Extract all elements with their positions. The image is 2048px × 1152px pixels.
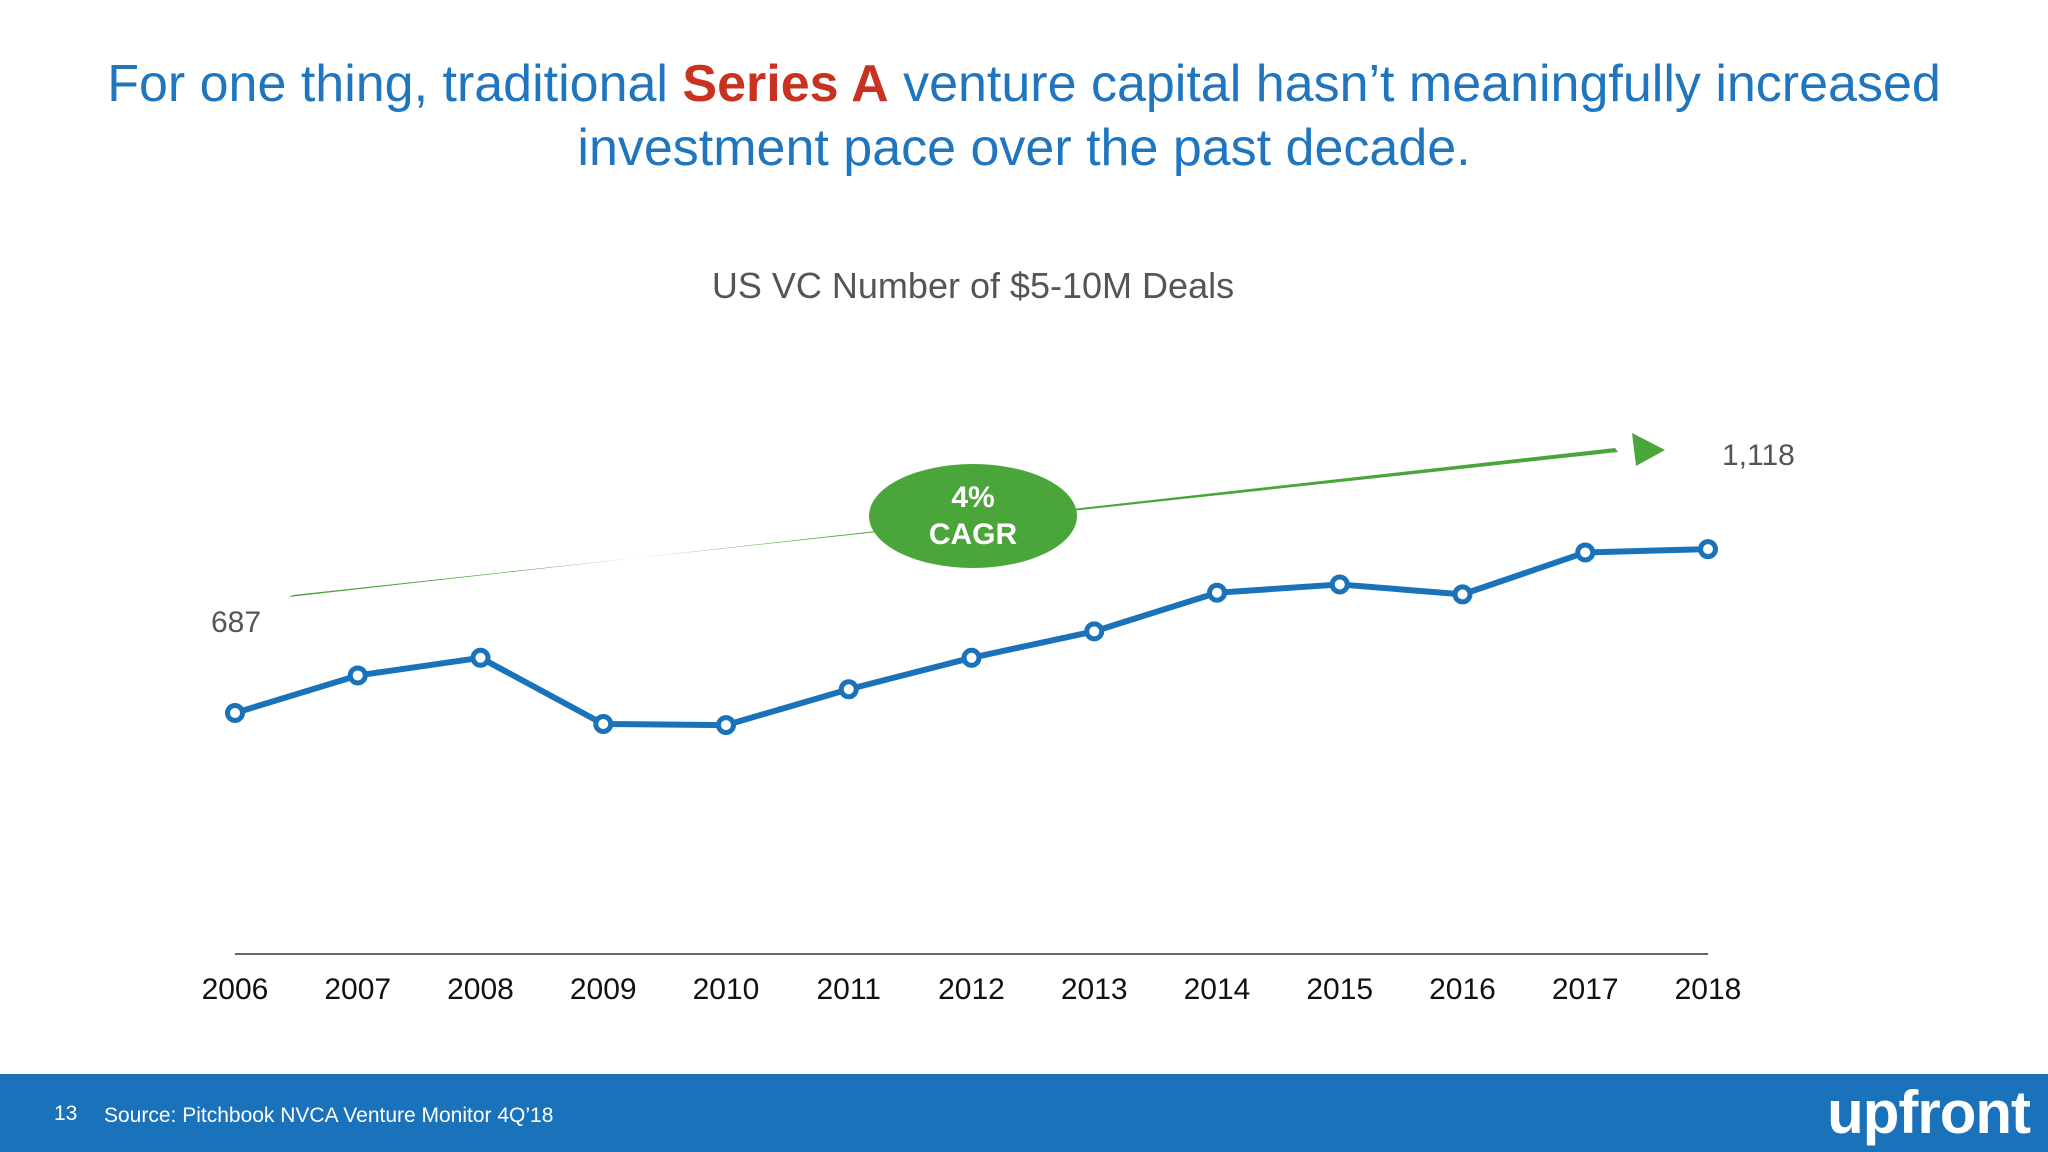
data-point-2008	[470, 647, 491, 668]
x-tick-label-2018: 2018	[1675, 973, 1742, 1006]
x-tick-label-2014: 2014	[1184, 973, 1251, 1006]
series-group	[232, 546, 1711, 729]
headline: For one thing, traditional Series A vent…	[40, 52, 2008, 180]
data-point-2007	[347, 665, 368, 686]
data-point-2006	[225, 702, 245, 723]
cagr-bubble	[869, 464, 1077, 568]
x-tick-label-2008: 2008	[447, 973, 514, 1006]
data-label-2006: 687	[211, 606, 261, 639]
x-tick-label-2012: 2012	[938, 973, 1005, 1006]
source-note: Source: Pitchbook NVCA Venture Monitor 4…	[104, 1104, 554, 1127]
x-tick-label-2016: 2016	[1429, 973, 1496, 1006]
x-tick-label-2010: 2010	[693, 973, 760, 1006]
chart-title: US VC Number of $5-10M Deals	[711, 265, 1235, 306]
data-point-2015	[1329, 574, 1350, 595]
data-point-2013	[1084, 621, 1105, 642]
page-number: 13	[54, 1102, 78, 1125]
x-tick-label-2011: 2011	[816, 973, 881, 1006]
x-tick-label-2013: 2013	[1061, 973, 1128, 1006]
data-point-2017	[1575, 542, 1596, 563]
x-axis: 2006 2007 2008 2009 2010 2011 2012 2013 2014 2015…	[202, 953, 1742, 1006]
x-tick-label-2017: 2017	[1552, 973, 1619, 1006]
upfront-logo: upfront	[1827, 1079, 2031, 1146]
headline-part1: For one thing, traditional	[107, 55, 683, 113]
data-point-2011	[838, 679, 859, 700]
data-point-2016	[1452, 584, 1473, 605]
data-point-2018	[1698, 539, 1718, 560]
headline-highlight: Series A	[682, 55, 889, 113]
headline-part2: venture capital hasn’t meaningfully incr…	[577, 55, 1941, 177]
trend-arrowhead	[1632, 433, 1665, 466]
data-point-2009	[593, 713, 614, 734]
x-tick-label-2015: 2015	[1306, 973, 1373, 1006]
data-point-2010	[716, 715, 736, 736]
cagr-label-line2: CAGR	[929, 518, 1018, 551]
x-tick-label-2009: 2009	[570, 973, 637, 1006]
data-point-2014	[1207, 582, 1227, 603]
data-labels-group: 687 1,118	[211, 439, 1795, 639]
x-tick-label-2007: 2007	[324, 973, 391, 1006]
trend-group: 4% CAGR	[289, 433, 1665, 597]
data-point-2012	[961, 647, 982, 668]
points-group	[225, 539, 1718, 736]
footer-bar: 13 Source: Pitchbook NVCA Venture Monito…	[0, 1074, 2048, 1152]
x-tick-label-2006: 2006	[202, 973, 269, 1006]
series-line	[232, 546, 1711, 729]
line-chart: 4%CAGR 2006 2007 2008 2009 2010 2011 2012 2013 2…	[202, 433, 1795, 1006]
cagr-label-line1: 4%	[951, 481, 994, 514]
data-label-2018: 1,118	[1722, 439, 1795, 472]
